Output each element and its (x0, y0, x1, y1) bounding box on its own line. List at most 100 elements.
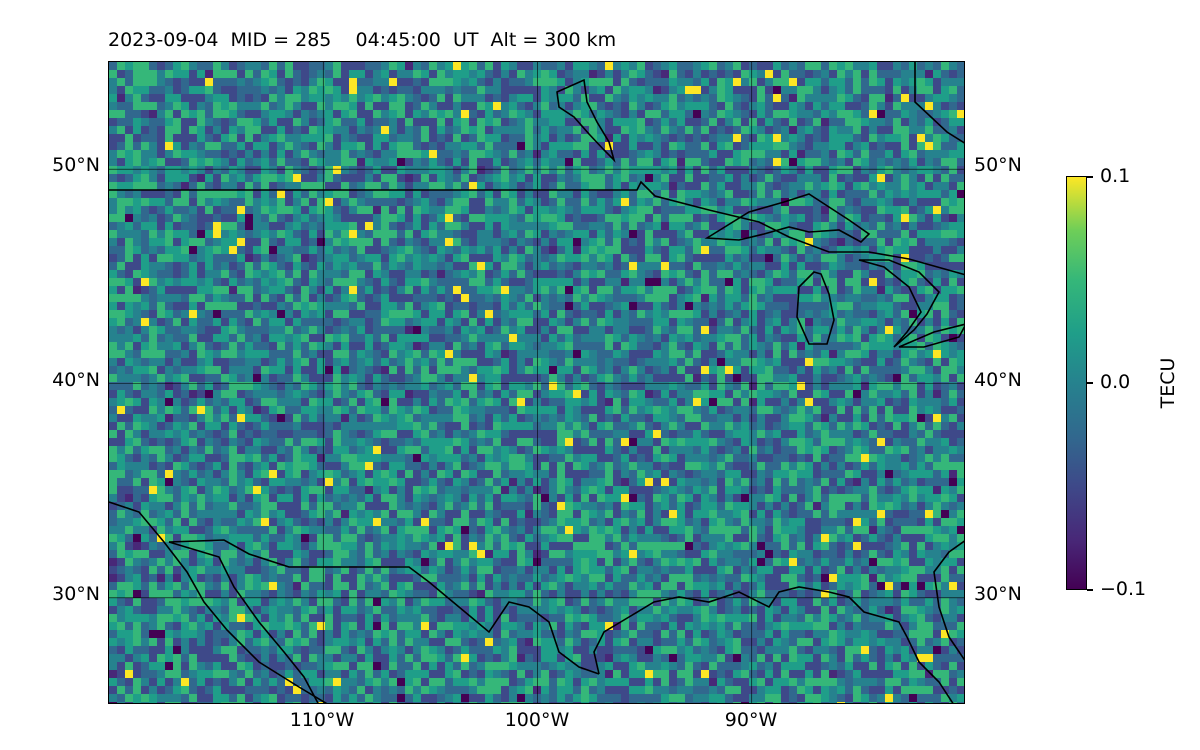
tec-cell (717, 94, 725, 102)
tec-cell (317, 94, 325, 102)
tec-cell (717, 406, 725, 414)
tec-cell (109, 414, 117, 422)
tec-cell (741, 366, 749, 374)
tec-cell (373, 390, 381, 398)
tec-cell (477, 398, 485, 406)
tec-cell (365, 62, 373, 70)
tec-cell (733, 174, 741, 182)
tec-cell (605, 358, 613, 366)
tec-cell (141, 158, 149, 166)
tec-cell (925, 366, 933, 374)
tec-cell (533, 342, 541, 350)
tec-cell (797, 174, 805, 182)
tec-cell (837, 302, 845, 310)
tec-cell (933, 270, 941, 278)
tec-cell (829, 150, 837, 158)
tec-cell (229, 270, 237, 278)
tec-cell (605, 182, 613, 190)
tec-cell (429, 246, 437, 254)
tec-cell (597, 422, 605, 430)
tec-cell (421, 350, 429, 358)
tec-cell (141, 166, 149, 174)
tec-cell (541, 294, 549, 302)
tec-cell (821, 326, 829, 334)
tec-cell (877, 302, 885, 310)
tec-cell (437, 318, 445, 326)
tec-cell (581, 302, 589, 310)
tec-cell (349, 278, 357, 286)
tec-cell (309, 158, 317, 166)
tec-cell (725, 214, 733, 222)
tec-cell (325, 278, 333, 286)
tec-cell (357, 70, 365, 78)
tec-cell (445, 318, 453, 326)
tec-cell (173, 366, 181, 374)
tec-cell (197, 382, 205, 390)
tec-cell (317, 326, 325, 334)
tec-cell (109, 118, 117, 126)
tec-cell (381, 406, 389, 414)
tec-cell (645, 422, 653, 430)
tec-cell (357, 230, 365, 238)
tec-cell (197, 86, 205, 94)
tec-cell (853, 238, 861, 246)
tec-cell (549, 390, 557, 398)
tec-cell (213, 430, 221, 438)
tec-cell (949, 294, 957, 302)
tec-cell (837, 102, 845, 110)
tec-cell (173, 246, 181, 254)
tec-cell (685, 190, 693, 198)
tec-cell (653, 398, 661, 406)
tec-cell (565, 158, 573, 166)
tec-cell (709, 118, 717, 126)
tec-cell (125, 342, 133, 350)
tec-cell (461, 102, 469, 110)
tec-cell (477, 94, 485, 102)
tec-cell (293, 134, 301, 142)
tec-cell (773, 94, 781, 102)
tec-cell (877, 254, 885, 262)
tec-cell (453, 110, 461, 118)
tec-cell (853, 198, 861, 206)
tec-cell (821, 302, 829, 310)
tec-cell (805, 270, 813, 278)
tec-cell (901, 422, 909, 430)
tec-cell (205, 294, 213, 302)
tec-cell (733, 302, 741, 310)
tec-cell (477, 230, 485, 238)
tec-cell (949, 206, 957, 214)
tec-cell (221, 390, 229, 398)
tec-cell (189, 270, 197, 278)
tec-cell (413, 326, 421, 334)
tec-cell (581, 294, 589, 302)
tec-cell (805, 310, 813, 318)
tec-cell (309, 294, 317, 302)
tec-cell (221, 222, 229, 230)
tec-cell (621, 302, 629, 310)
tec-cell (109, 430, 117, 438)
tec-cell (173, 142, 181, 150)
tec-cell (869, 406, 877, 414)
tec-cell (725, 238, 733, 246)
tec-cell (381, 318, 389, 326)
tec-cell (429, 262, 437, 270)
tec-cell (453, 342, 461, 350)
tec-cell (221, 174, 229, 182)
tec-cell (389, 334, 397, 342)
tec-cell (565, 166, 573, 174)
tec-cell (901, 126, 909, 134)
tec-cell (757, 358, 765, 366)
tec-cell (125, 214, 133, 222)
tec-cell (717, 222, 725, 230)
tec-cell (549, 222, 557, 230)
tec-cell (181, 270, 189, 278)
tec-cell (789, 318, 797, 326)
tec-cell (685, 238, 693, 246)
tec-cell (909, 270, 917, 278)
tec-cell (765, 270, 773, 278)
tec-cell (501, 406, 509, 414)
tec-cell (501, 182, 509, 190)
tec-cell (845, 158, 853, 166)
tec-cell (477, 350, 485, 358)
tec-cell (781, 422, 789, 430)
